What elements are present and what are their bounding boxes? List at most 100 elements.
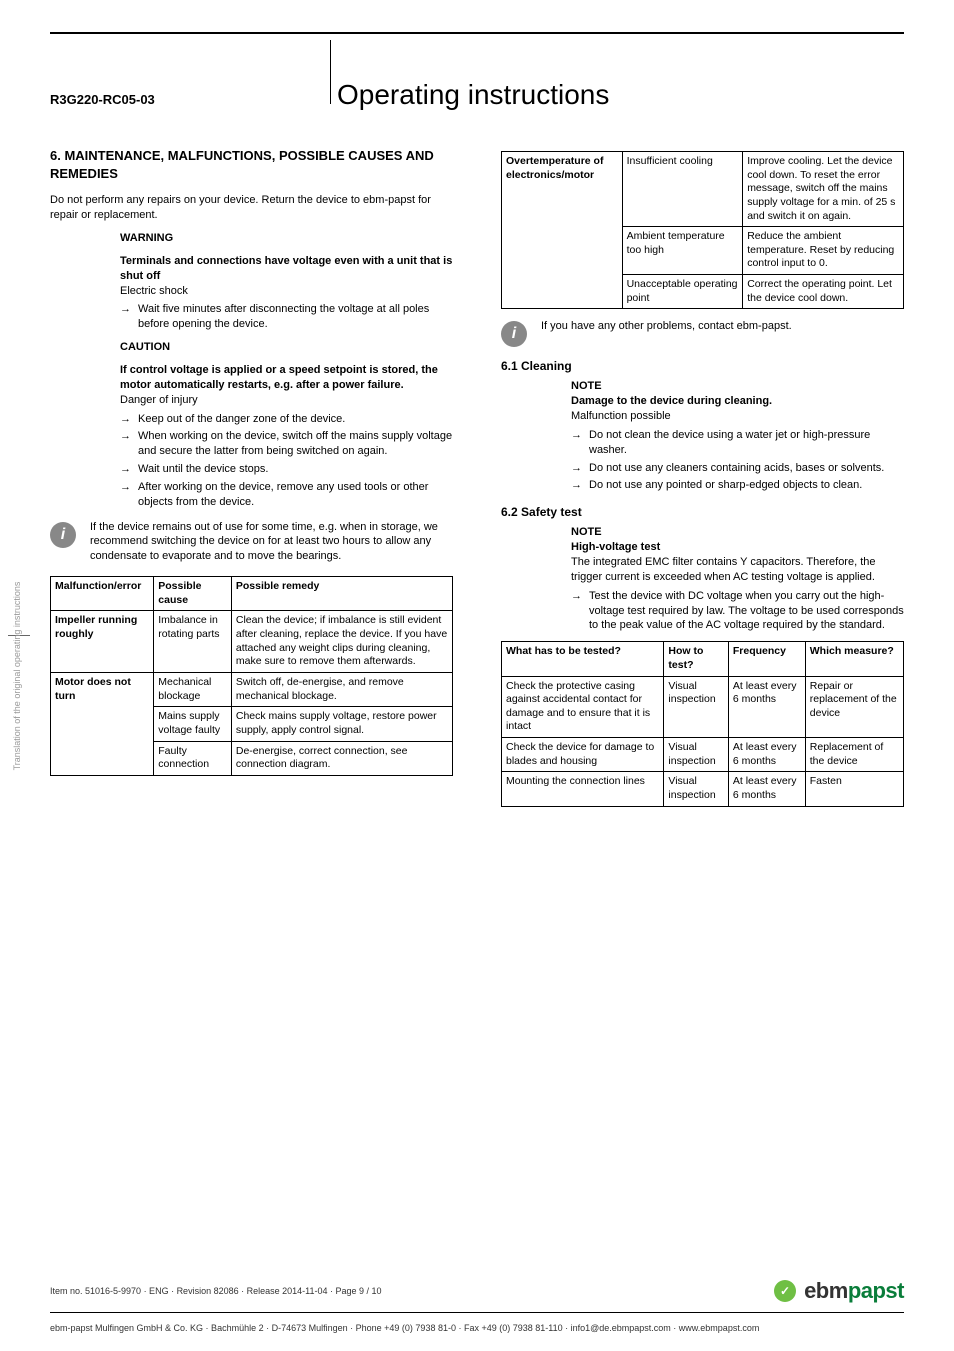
caution-item: Wait until the device stops.: [120, 462, 453, 477]
td: Faulty connection: [154, 741, 232, 775]
safety-items: Test the device with DC voltage when you…: [571, 589, 904, 634]
info-row: i If the device remains out of use for s…: [50, 520, 453, 565]
note-bold: High-voltage test: [571, 540, 904, 555]
cleaning-item: Do not clean the device using a water je…: [571, 428, 904, 458]
td: At least every 6 months: [728, 738, 805, 772]
warning-line2: Electric shock: [120, 284, 453, 299]
td: Mechanical blockage: [154, 672, 232, 706]
warning-label: WARNING: [120, 231, 453, 246]
malfunction-table: Malfunction/error Possible cause Possibl…: [50, 576, 453, 776]
table-row: Overtemperature of electronics/motor Ins…: [502, 152, 904, 227]
table-row: Check the protective casing against acci…: [502, 676, 904, 738]
caution-line1: If control voltage is applied or a speed…: [120, 363, 453, 393]
safety-title: 6.2 Safety test: [501, 505, 904, 519]
td: De-energise, correct connection, see con…: [231, 741, 452, 775]
warning-item: Wait five minutes after disconnecting th…: [120, 302, 453, 332]
info-contact-row: i If you have any other problems, contac…: [501, 319, 904, 347]
td: At least every 6 months: [728, 676, 805, 738]
td: Check mains supply voltage, restore powe…: [231, 707, 452, 741]
section-6-title: 6. MAINTENANCE, MALFUNCTIONS, POSSIBLE C…: [50, 147, 453, 183]
info-para: If the device remains out of use for som…: [90, 520, 453, 565]
info-contact: If you have any other problems, contact …: [541, 319, 792, 347]
td: Replacement of the device: [805, 738, 903, 772]
td: Unacceptable operating point: [622, 275, 743, 309]
caution-item: When working on the device, switch off t…: [120, 429, 453, 459]
caution-line2: Danger of injury: [120, 393, 453, 408]
safety-block: NOTE High-voltage test The integrated EM…: [501, 525, 904, 633]
caution-label: CAUTION: [120, 340, 453, 355]
caution-item: After working on the device, remove any …: [120, 480, 453, 510]
th: Frequency: [728, 642, 805, 676]
td: Check the protective casing against acci…: [502, 676, 664, 738]
td: Reduce the ambient temperature. Reset by…: [743, 227, 904, 275]
td: Mains supply voltage faulty: [154, 707, 232, 741]
cleaning-title: 6.1 Cleaning: [501, 359, 904, 373]
warning-items: Wait five minutes after disconnecting th…: [120, 302, 453, 332]
table-row: Mounting the connection lines Visual ins…: [502, 772, 904, 806]
caution-item: Keep out of the danger zone of the devic…: [120, 412, 453, 427]
page: R3G220-RC05-03 Operating instructions 6.…: [0, 0, 954, 807]
note-plain: Malfunction possible: [571, 409, 904, 424]
th: Possible cause: [154, 577, 232, 611]
th: How to test?: [664, 642, 728, 676]
td: Fasten: [805, 772, 903, 806]
intro-para: Do not perform any repairs on your devic…: [50, 193, 453, 223]
cleaning-items: Do not clean the device using a water je…: [571, 428, 904, 493]
table-row: Motor does not turn Mechanical blockage …: [51, 672, 453, 706]
td: Check the device for damage to blades an…: [502, 738, 664, 772]
info-icon: i: [50, 522, 76, 548]
cleaning-block: NOTE Damage to the device during cleanin…: [501, 379, 904, 493]
td: At least every 6 months: [728, 772, 805, 806]
td: Clean the device; if imbalance is still …: [231, 611, 452, 673]
product-code: R3G220-RC05-03: [50, 92, 330, 107]
td: Visual inspection: [664, 738, 728, 772]
cleaning-item: Do not use any cleaners containing acids…: [571, 461, 904, 476]
footer-line2: ebm-papst Mulfingen GmbH & Co. KG · Bach…: [50, 1323, 759, 1333]
doc-title: Operating instructions: [331, 79, 904, 111]
footer-line1: Item no. 51016-5-9970 · ENG · Revision 8…: [50, 1286, 382, 1296]
th: Malfunction/error: [51, 577, 154, 611]
warning-line1: Terminals and connections have voltage e…: [120, 254, 453, 284]
footer-line2-row: ebm-papst Mulfingen GmbH & Co. KG · Bach…: [50, 1312, 904, 1333]
td: Visual inspection: [664, 772, 728, 806]
table-row: Impeller running roughly Imbalance in ro…: [51, 611, 453, 673]
brand-papst: papst: [848, 1278, 904, 1303]
td: Imbalance in rotating parts: [154, 611, 232, 673]
td: Impeller running roughly: [51, 611, 154, 673]
green-tech-icon: [774, 1280, 796, 1302]
td: Switch off, de-energise, and remove mech…: [231, 672, 452, 706]
caution-block: CAUTION If control voltage is applied or…: [50, 340, 453, 509]
brand-ebm: ebm: [804, 1278, 848, 1303]
td: Motor does not turn: [51, 672, 154, 775]
right-column: Overtemperature of electronics/motor Ins…: [501, 147, 904, 807]
th: What has to be tested?: [502, 642, 664, 676]
caution-items: Keep out of the danger zone of the devic…: [120, 412, 453, 510]
th: Possible remedy: [231, 577, 452, 611]
td: Improve cooling. Let the device cool dow…: [743, 152, 904, 227]
td: Correct the operating point. Let the dev…: [743, 275, 904, 309]
header-row: R3G220-RC05-03 Operating instructions: [50, 32, 904, 111]
left-column: 6. MAINTENANCE, MALFUNCTIONS, POSSIBLE C…: [50, 147, 453, 807]
table-row: Check the device for damage to blades an…: [502, 738, 904, 772]
overtemp-table: Overtemperature of electronics/motor Ins…: [501, 151, 904, 309]
td: Mounting the connection lines: [502, 772, 664, 806]
safety-item: Test the device with DC voltage when you…: [571, 589, 904, 634]
td: Visual inspection: [664, 676, 728, 738]
safety-table: What has to be tested? How to test? Freq…: [501, 641, 904, 806]
td: Ambient temperature too high: [622, 227, 743, 275]
td: Overtemperature of electronics/motor: [502, 152, 623, 309]
footer: Item no. 51016-5-9970 · ENG · Revision 8…: [50, 1278, 904, 1333]
td: Insufficient cooling: [622, 152, 743, 227]
content-columns: 6. MAINTENANCE, MALFUNCTIONS, POSSIBLE C…: [50, 147, 904, 807]
cleaning-item: Do not use any pointed or sharp-edged ob…: [571, 478, 904, 493]
note-label: NOTE: [571, 525, 904, 540]
footer-brand-row: ebmpapst: [774, 1278, 904, 1304]
note-plain: The integrated EMC filter contains Y cap…: [571, 555, 904, 585]
note-label: NOTE: [571, 379, 904, 394]
th: Which measure?: [805, 642, 903, 676]
note-bold: Damage to the device during cleaning.: [571, 394, 904, 409]
td: Repair or replacement of the device: [805, 676, 903, 738]
side-note: Translation of the original operating in…: [12, 581, 22, 770]
warning-block: WARNING Terminals and connections have v…: [50, 231, 453, 332]
brand-logo: ebmpapst: [804, 1278, 904, 1304]
